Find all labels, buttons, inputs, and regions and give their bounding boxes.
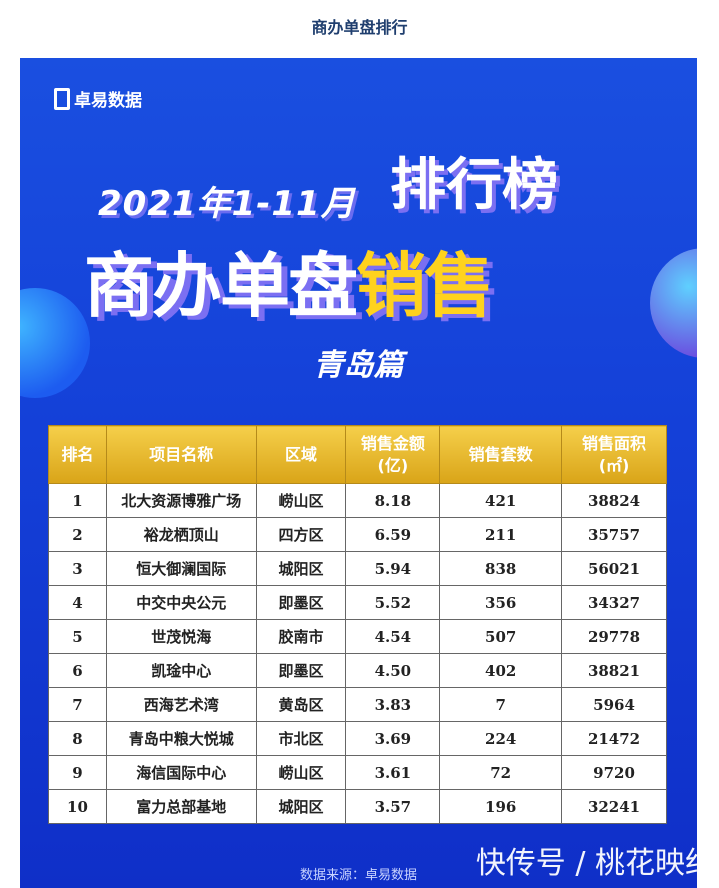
table-row: 4 中交中央公元 即墨区 5.52 356 34327: [48, 585, 667, 620]
ranking-table: 排名 项目名称 区域 销售金额 (亿) 销售套数 销售面积 (㎡) 1 北大资源博雅广场 崂山…: [48, 425, 667, 824]
column-header: 销售面积 (㎡): [561, 425, 667, 484]
table-cell: 35757: [561, 517, 667, 552]
table-cell: 10: [48, 789, 107, 824]
column-header: 排名: [48, 425, 107, 484]
table-cell: 富力总部基地: [105, 789, 257, 824]
brand-logo: 卓易数据: [54, 86, 142, 111]
table-cell: 7: [439, 687, 563, 722]
column-header: 销售金额 (亿): [345, 425, 441, 484]
table-cell: 8: [48, 721, 107, 756]
table-cell: 5.94: [345, 551, 441, 586]
column-header: 区域: [255, 425, 347, 484]
table-cell: 恒大御澜国际: [105, 551, 257, 586]
table-cell: 4.54: [345, 619, 441, 654]
table-cell: 38824: [561, 483, 667, 518]
table-cell: 青岛中粮大悦城: [105, 721, 257, 756]
source-note: 数据来源：卓易数据: [299, 868, 417, 883]
ranking-banner: 卓易数据 2021年1-11月 排行榜 商办单盘销售 青岛篇 排名 项目名称 区域销…: [20, 58, 697, 888]
table-cell: 市北区: [255, 721, 347, 756]
table-cell: 四方区: [255, 517, 347, 552]
table-cell: 海信国际中心: [105, 755, 257, 790]
table-row: 3 恒大御澜国际 城阳区 5.94 838 56021: [48, 551, 667, 586]
table-row: 8 青岛中粮大悦城 市北区 3.69 224 21472: [48, 721, 667, 756]
table-cell: 356: [439, 585, 563, 620]
table-cell: 507: [439, 619, 563, 654]
table-row: 7 西海艺术湾 黄岛区 3.83 7 5964: [48, 687, 667, 722]
article-heading: 商办单盘排行: [311, 18, 408, 37]
table-cell: 5.52: [345, 585, 441, 620]
table-cell: 世茂悦海: [105, 619, 257, 654]
table-cell: 9: [48, 755, 107, 790]
ranking-title: 排行榜: [390, 153, 558, 218]
table-cell: 凯琻中心: [105, 653, 257, 688]
table-row: 6 凯琻中心 即墨区 4.50 402 38821: [48, 653, 667, 688]
table-cell: 6.59: [345, 517, 441, 552]
table-cell: 崂山区: [255, 755, 347, 790]
main-title: 商办单盘销售: [84, 230, 494, 331]
column-header: 销售套数: [439, 425, 563, 484]
table-cell: 胶南市: [255, 619, 347, 654]
table-cell: 56021: [561, 551, 667, 586]
table-cell: 3.61: [345, 755, 441, 790]
table-row: 2 裕龙栖顶山 四方区 6.59 211 35757: [48, 517, 667, 552]
table-cell: 黄岛区: [255, 687, 347, 722]
table-cell: 9720: [561, 755, 667, 790]
period-text: 2021年1-11月: [98, 184, 356, 224]
city-subtitle: 青岛篇: [313, 348, 404, 383]
table-cell: 城阳区: [255, 551, 347, 586]
table-row: 9 海信国际中心 崂山区 3.61 72 9720: [48, 755, 667, 790]
table-cell: 4: [48, 585, 107, 620]
table-cell: 224: [439, 721, 563, 756]
main-title-white: 商办单盘: [84, 245, 358, 327]
table-cell: 5964: [561, 687, 667, 722]
table-cell: 38821: [561, 653, 667, 688]
logo-text: 卓易数据: [74, 91, 142, 111]
table-cell: 7: [48, 687, 107, 722]
table-cell: 城阳区: [255, 789, 347, 824]
table-cell: 8.18: [345, 483, 441, 518]
table-cell: 421: [439, 483, 563, 518]
table-cell: 中交中央公元: [105, 585, 257, 620]
table-cell: 5: [48, 619, 107, 654]
table-cell: 西海艺术湾: [105, 687, 257, 722]
table-row: 10 富力总部基地 城阳区 3.57 196 32241: [48, 789, 667, 824]
table-cell: 3: [48, 551, 107, 586]
table-cell: 211: [439, 517, 563, 552]
table-cell: 21472: [561, 721, 667, 756]
watermark: 快传号 / 桃花映红: [475, 846, 715, 881]
table-cell: 838: [439, 551, 563, 586]
table-cell: 196: [439, 789, 563, 824]
column-header: 项目名称: [105, 425, 257, 484]
table-cell: 72: [439, 755, 563, 790]
table-cell: 3.83: [345, 687, 441, 722]
table-cell: 2: [48, 517, 107, 552]
table-cell: 即墨区: [255, 585, 347, 620]
table-header-row: 排名 项目名称 区域 销售金额 (亿) 销售套数 销售面积 (㎡): [48, 425, 667, 484]
table-cell: 北大资源博雅广场: [105, 483, 257, 518]
table-cell: 即墨区: [255, 653, 347, 688]
table-cell: 402: [439, 653, 563, 688]
table-cell: 裕龙栖顶山: [105, 517, 257, 552]
table-row: 5 世茂悦海 胶南市 4.54 507 29778: [48, 619, 667, 654]
main-title-yellow: 销售: [356, 245, 494, 327]
table-cell: 34327: [561, 585, 667, 620]
table-cell: 1: [48, 483, 107, 518]
table-cell: 32241: [561, 789, 667, 824]
table-cell: 3.69: [345, 721, 441, 756]
logo-icon: [54, 87, 70, 110]
table-cell: 29778: [561, 619, 667, 654]
table-row: 1 北大资源博雅广场 崂山区 8.18 421 38824: [48, 483, 667, 518]
table-cell: 6: [48, 653, 107, 688]
table-cell: 3.57: [345, 789, 441, 824]
table-cell: 4.50: [345, 653, 441, 688]
table-cell: 崂山区: [255, 483, 347, 518]
